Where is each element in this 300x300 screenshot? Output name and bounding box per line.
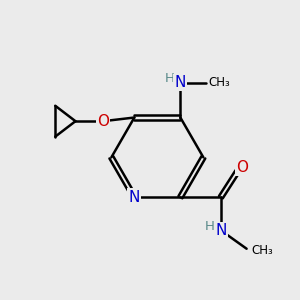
Text: H: H (165, 72, 175, 86)
Text: O: O (97, 114, 109, 129)
Text: N: N (215, 223, 226, 238)
Text: CH₃: CH₃ (251, 244, 273, 257)
Text: CH₃: CH₃ (208, 76, 230, 89)
Text: O: O (236, 160, 248, 175)
Text: N: N (175, 75, 186, 90)
Text: H: H (205, 220, 215, 233)
Text: N: N (129, 190, 140, 205)
